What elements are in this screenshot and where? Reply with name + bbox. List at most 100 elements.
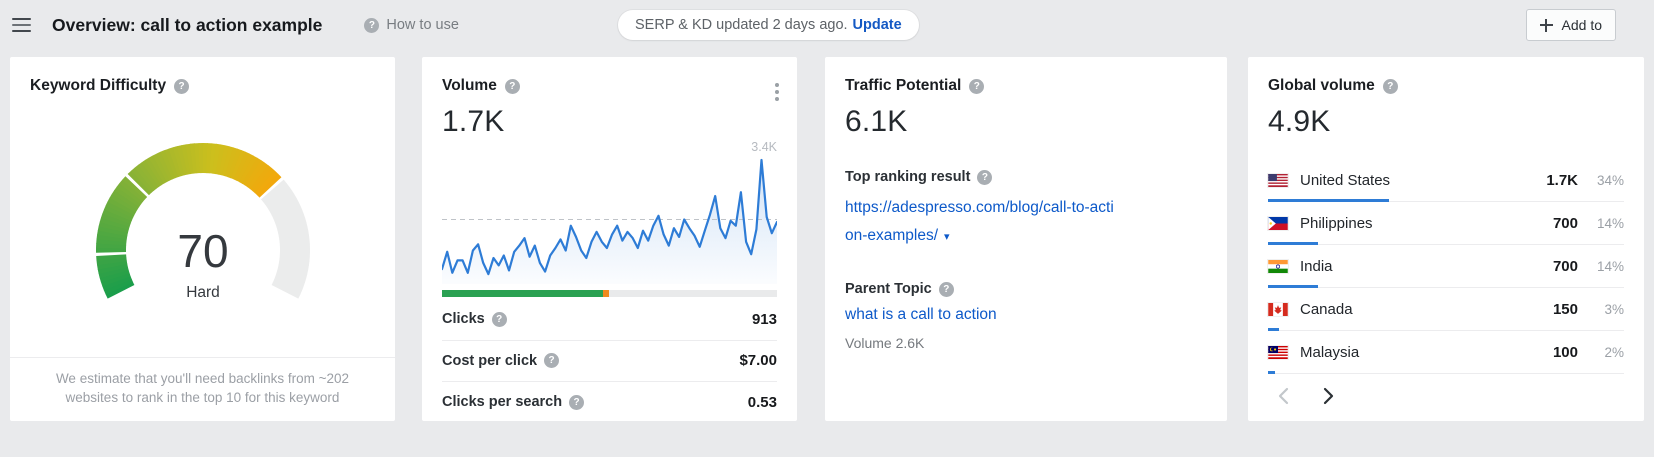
keyword-difficulty-title: Keyword Difficulty xyxy=(30,77,167,94)
help-icon xyxy=(364,17,380,33)
country-volume: 700 xyxy=(1552,214,1578,232)
clicks-bar-segment-organic xyxy=(442,290,603,297)
serp-update-pill: SERP & KD updated 2 days ago. Update xyxy=(618,10,919,40)
country-share: 14% xyxy=(1596,215,1624,231)
top-ranking-url-line2: on-examples/ xyxy=(845,227,939,244)
kebab-menu-icon[interactable] xyxy=(773,81,781,103)
help-icon[interactable] xyxy=(1382,78,1398,94)
parent-topic-link[interactable]: what is a call to action xyxy=(845,306,997,323)
country-list: United States 1.7K 34% Philippines 700 1… xyxy=(1268,159,1624,374)
stat-label: Clicks per search xyxy=(442,394,563,411)
help-icon[interactable] xyxy=(977,169,993,185)
add-to-label: Add to xyxy=(1561,17,1602,33)
country-row: Malaysia 100 2% xyxy=(1268,331,1624,374)
clicks-bar-segment-paid xyxy=(602,290,610,297)
help-icon[interactable] xyxy=(491,311,507,327)
traffic-potential-card: Traffic Potential 6.1K Top ranking resul… xyxy=(825,57,1227,421)
how-to-use-label: How to use xyxy=(386,17,459,33)
ph-flag-icon xyxy=(1268,216,1288,230)
global-volume-card: Global volume 4.9K United States 1.7K 34… xyxy=(1248,57,1644,421)
my-flag-icon xyxy=(1268,345,1288,359)
ca-flag-icon xyxy=(1268,302,1288,316)
volume-card: Volume 1.7K 3.4K Clicks 913 Cost per cli… xyxy=(422,57,797,421)
country-name: Malaysia xyxy=(1300,343,1360,361)
country-share: 3% xyxy=(1604,301,1624,317)
traffic-potential-value: 6.1K xyxy=(845,105,908,138)
update-button[interactable]: Update xyxy=(852,17,902,33)
country-row: India 700 14% xyxy=(1268,245,1624,288)
country-share: 34% xyxy=(1596,172,1624,188)
prev-page-icon[interactable] xyxy=(1278,387,1289,405)
country-volume: 150 xyxy=(1552,300,1578,318)
volume-title: Volume xyxy=(442,77,497,94)
top-ranking-url-line1: https://adespresso.com/blog/call-to-acti xyxy=(845,199,1114,216)
global-volume-title: Global volume xyxy=(1268,77,1375,94)
help-icon[interactable] xyxy=(938,281,954,297)
country-share-bar xyxy=(1268,285,1318,288)
country-name: Canada xyxy=(1300,300,1353,318)
kd-score: 70 xyxy=(177,225,228,277)
country-volume: 100 xyxy=(1552,343,1578,361)
in-flag-icon xyxy=(1268,259,1288,273)
us-flag-icon xyxy=(1268,173,1288,187)
help-icon[interactable] xyxy=(504,78,520,94)
help-icon[interactable] xyxy=(969,78,985,94)
country-row: United States 1.7K 34% xyxy=(1268,159,1624,202)
parent-topic-label-row: Parent Topic xyxy=(845,281,1207,297)
country-share-bar xyxy=(1268,242,1318,245)
country-share: 2% xyxy=(1604,344,1624,360)
volume-value: 1.7K xyxy=(442,105,505,138)
keyword-difficulty-card: Keyword Difficulty 70 Hard We estimate t… xyxy=(10,57,395,421)
add-to-button[interactable]: Add to xyxy=(1525,9,1616,41)
traffic-potential-title: Traffic Potential xyxy=(845,77,962,94)
country-name: United States xyxy=(1300,171,1391,189)
stat-label: Clicks xyxy=(442,311,485,328)
chevron-down-icon[interactable]: ▾ xyxy=(944,231,950,243)
country-name: India xyxy=(1300,257,1333,275)
how-to-use-link[interactable]: How to use xyxy=(364,17,459,33)
kd-backlinks-note: We estimate that you'll need backlinks f… xyxy=(10,356,395,421)
stat-row-clicks: Clicks 913 xyxy=(442,299,777,341)
country-volume: 700 xyxy=(1552,257,1578,275)
parent-topic-label: Parent Topic xyxy=(845,281,932,297)
card-header: Volume xyxy=(442,77,777,95)
card-header: Keyword Difficulty xyxy=(30,77,375,95)
stat-value: 913 xyxy=(751,310,777,328)
clicks-distribution-bar xyxy=(442,290,777,297)
country-pagination xyxy=(1278,387,1334,405)
country-share-bar xyxy=(1268,328,1279,331)
card-header: Traffic Potential xyxy=(845,77,1207,95)
stat-label: Cost per click xyxy=(442,352,538,369)
overview-cards: Keyword Difficulty 70 Hard We estimate t… xyxy=(10,57,1644,421)
parent-topic-volume: Volume 2.6K xyxy=(845,335,925,351)
help-icon[interactable] xyxy=(174,78,190,94)
top-ranking-result-label: Top ranking result xyxy=(845,169,971,185)
plus-icon xyxy=(1539,18,1553,32)
country-volume: 1.7K xyxy=(1546,171,1578,189)
country-share-bar xyxy=(1268,371,1276,374)
stat-row-cost-per-click: Cost per click $7.00 xyxy=(442,341,777,382)
peak-value-label: 3.4K xyxy=(751,140,777,154)
card-header: Global volume xyxy=(1268,77,1624,95)
country-share: 14% xyxy=(1596,258,1624,274)
volume-sparkline xyxy=(440,158,779,284)
hamburger-menu-icon[interactable] xyxy=(12,17,31,33)
stat-value: 0.53 xyxy=(747,393,777,411)
top-ranking-result-link[interactable]: https://adespresso.com/blog/call-to-acti… xyxy=(845,194,1207,251)
page-title: Overview: call to action example xyxy=(52,14,323,35)
country-share-bar xyxy=(1268,199,1390,202)
stat-value: $7.00 xyxy=(739,352,777,370)
global-volume-value: 4.9K xyxy=(1268,105,1331,138)
volume-stats: Clicks 913 Cost per click $7.00 Clicks p… xyxy=(442,299,777,423)
volume-trend-chart: 3.4K xyxy=(440,140,779,284)
clicks-bar-segment-empty xyxy=(609,290,777,297)
country-row: Canada 150 3% xyxy=(1268,288,1624,331)
keyword-difficulty-gauge: 70 Hard xyxy=(95,142,310,301)
country-row: Philippines 700 14% xyxy=(1268,202,1624,245)
help-icon[interactable] xyxy=(544,353,560,369)
header: Overview: call to action example How to … xyxy=(0,0,1654,50)
stat-row-clicks-per-search: Clicks per search 0.53 xyxy=(442,382,777,423)
help-icon[interactable] xyxy=(569,394,585,410)
country-name: Philippines xyxy=(1300,214,1373,232)
next-page-icon[interactable] xyxy=(1323,387,1334,405)
